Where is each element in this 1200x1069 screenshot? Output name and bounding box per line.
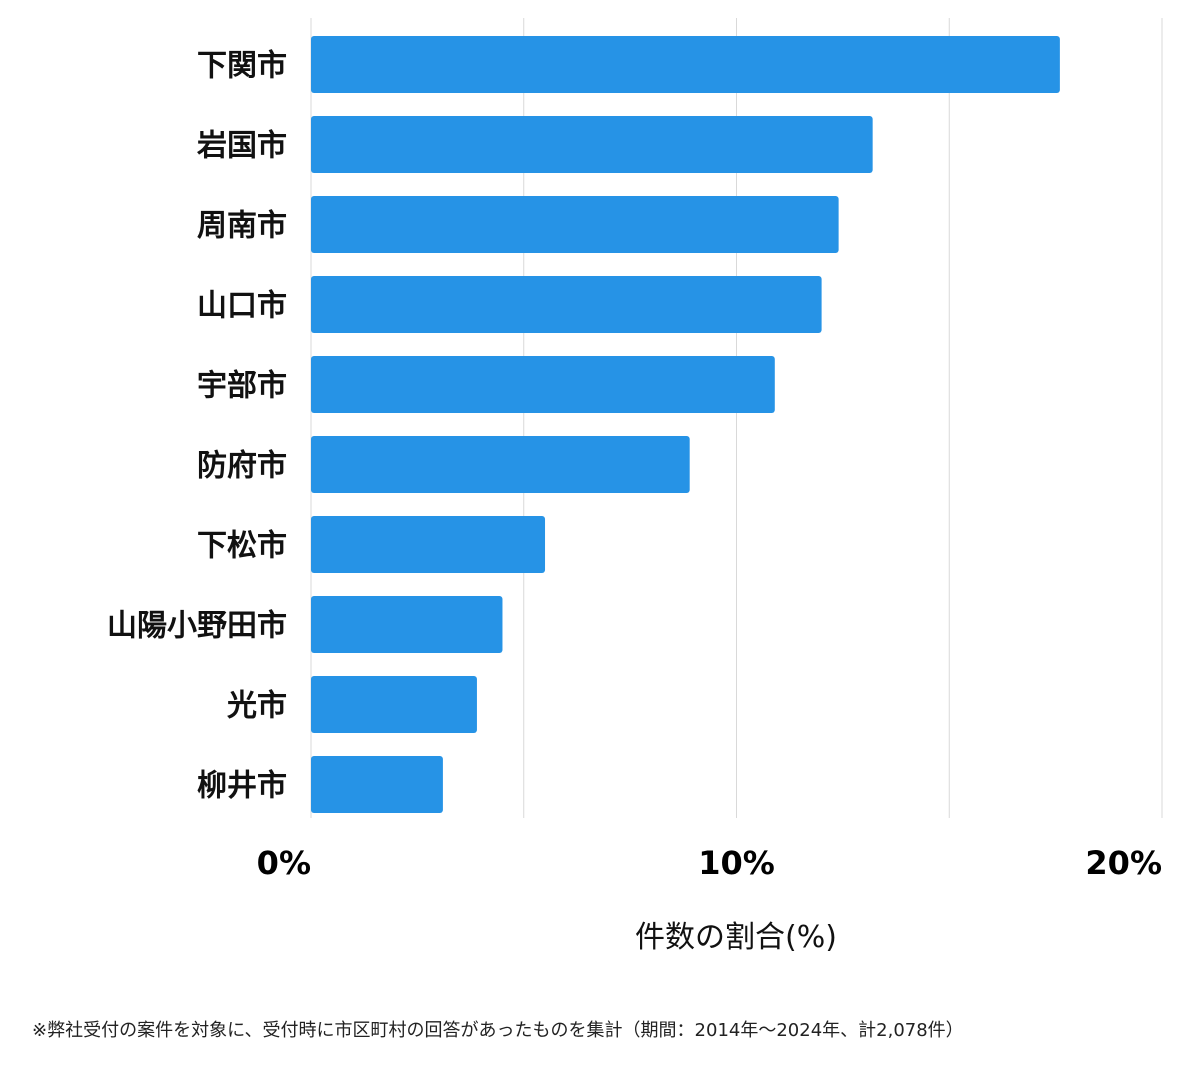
bar — [311, 436, 690, 493]
bar — [311, 676, 477, 733]
bar — [311, 516, 546, 573]
category-label: 光市 — [227, 689, 287, 724]
x-tick-label: 0% — [257, 844, 311, 882]
category-label: 岩国市 — [197, 129, 287, 164]
bar — [311, 276, 822, 333]
category-label: 山口市 — [197, 289, 287, 324]
category-label: 周南市 — [197, 209, 287, 244]
x-axis-title: 件数の割合(%) — [635, 920, 837, 955]
category-label: 下関市 — [197, 49, 287, 84]
x-tick-label: 10% — [698, 844, 775, 882]
category-label: 防府市 — [197, 449, 287, 484]
bar — [311, 196, 839, 253]
footnote: ※弊社受付の案件を対象に、受付時に市区町村の回答があったものを集計（期間：201… — [32, 1020, 964, 1041]
bar — [311, 36, 1060, 93]
category-label: 山陽小野田市 — [107, 609, 287, 644]
bar — [311, 756, 443, 813]
bar — [311, 116, 873, 173]
x-tick-label: 20% — [1085, 844, 1162, 882]
bar — [311, 356, 775, 413]
bar — [311, 596, 503, 653]
category-label: 宇部市 — [197, 369, 287, 404]
category-label: 柳井市 — [197, 769, 287, 804]
bars — [311, 36, 1060, 813]
category-label: 下松市 — [197, 529, 287, 564]
x-tick-labels: 0% 10% 20% — [257, 844, 1162, 882]
